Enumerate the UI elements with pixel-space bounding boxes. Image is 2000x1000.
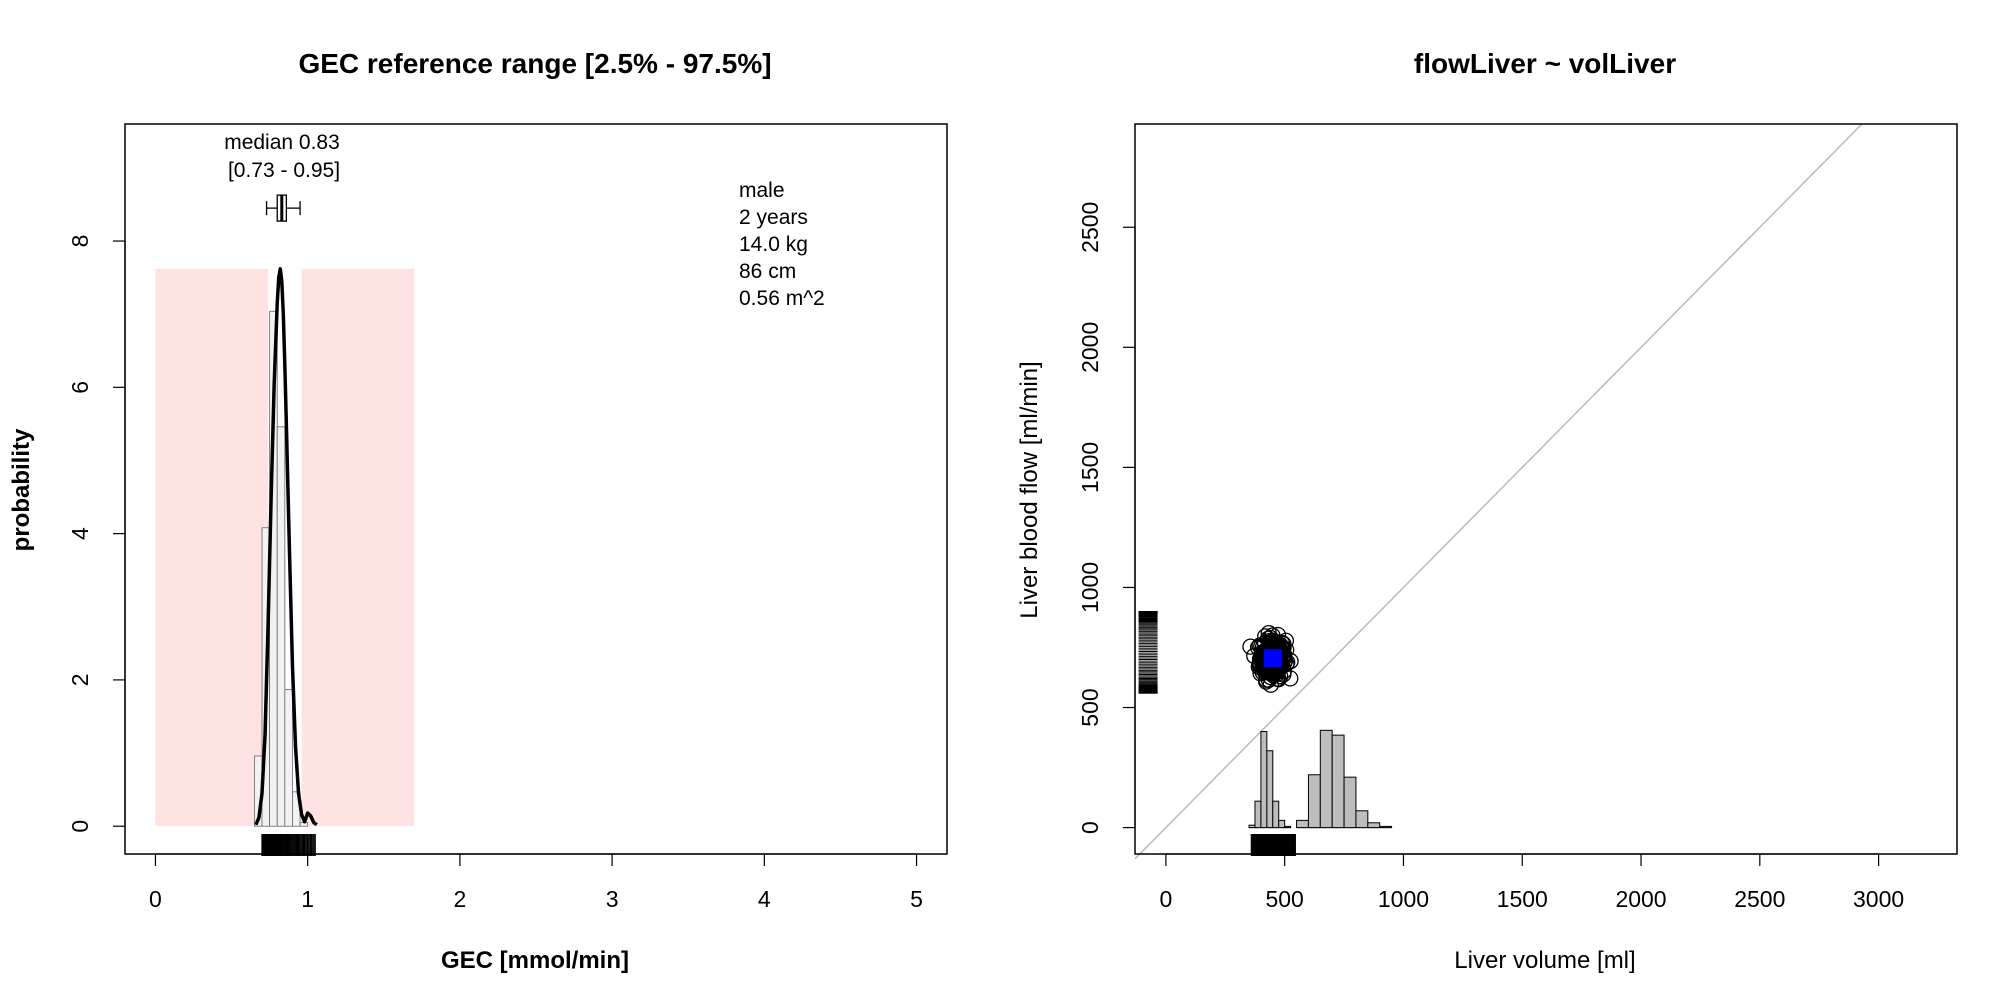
- identity-line: [1134, 123, 1863, 860]
- volume-hist-a-bar: [1266, 750, 1274, 829]
- volume-hist-b-bar: [1355, 810, 1369, 829]
- info-age: 2 years: [739, 206, 808, 229]
- reference-band-1: [301, 268, 415, 827]
- density-curve: [254, 267, 318, 827]
- scatter-points: [1242, 624, 1299, 693]
- volume-hist-a-bar: [1260, 731, 1268, 829]
- scatter-point: [1261, 632, 1279, 650]
- left-x-axis-title: GEC [mmol/min]: [441, 947, 629, 974]
- right-y-tick-label: 2000: [1077, 322, 1103, 373]
- volume-hist-b-bar: [1343, 776, 1357, 829]
- reference-band-0: [155, 268, 269, 827]
- right-x-tick-label: 1500: [1497, 886, 1548, 912]
- volume-histograms: [1248, 729, 1393, 829]
- left-y-tick-label: 2: [67, 674, 93, 687]
- highlight-point: [1263, 649, 1282, 668]
- right-x-axis: 0 500 1000 1500 2000 2500 3000: [1159, 853, 1904, 912]
- right-y-tick-label: 1000: [1077, 562, 1103, 613]
- histogram-bar: [284, 689, 293, 827]
- right-x-tick-label: 2500: [1734, 886, 1785, 912]
- histogram-bar: [276, 426, 286, 827]
- volume-hist-b-bar: [1296, 819, 1309, 829]
- right-x-tick-label: 500: [1265, 886, 1303, 912]
- volume-hist-a-bar: [1272, 800, 1280, 829]
- median-label: median 0.83: [224, 131, 340, 154]
- right-y-axis: 0 500 1000 1500 2000 2500: [1077, 202, 1136, 834]
- info-weight: 14.0 kg: [739, 233, 808, 256]
- right-y-tick-label: 500: [1077, 688, 1103, 726]
- left-y-axis: 0 2 4 6 8: [67, 235, 126, 833]
- scatter-point: [1265, 632, 1283, 649]
- volume-hist-a-bar: [1284, 825, 1292, 829]
- info-sex: male: [739, 179, 785, 202]
- identity-diagonal: [1134, 123, 1863, 860]
- left-x-tick-label: 3: [606, 886, 619, 912]
- left-x-tick-label: 1: [301, 886, 314, 912]
- left-x-tick-label: 0: [149, 886, 162, 912]
- volume-hist-a-bar: [1254, 800, 1262, 829]
- left-x-tick-label: 5: [910, 886, 923, 912]
- right-y-tick-label: 0: [1077, 821, 1103, 834]
- volume-hist-b-bar: [1367, 822, 1381, 829]
- right-y-axis-title: Liver blood flow [ml/min]: [1016, 361, 1043, 618]
- reference-range-bands: [155, 268, 415, 827]
- right-x-tick-label: 0: [1159, 886, 1172, 912]
- left-y-tick-label: 8: [67, 235, 93, 248]
- volume-hist-a-bar: [1278, 819, 1286, 829]
- density-curve-layer: [254, 267, 318, 827]
- volume-hist-b-bar: [1307, 774, 1321, 829]
- gec-boxplot: [265, 194, 301, 222]
- right-x-tick-label: 1000: [1378, 886, 1429, 912]
- right-title: flowLiver ~ volLiver: [1414, 48, 1676, 79]
- interval-label: [0.73 - 0.95]: [228, 159, 340, 182]
- volume-hist-a-bar: [1248, 824, 1256, 829]
- left-y-tick-label: 0: [67, 820, 93, 833]
- left-title: GEC reference range [2.5% - 97.5%]: [298, 48, 771, 79]
- left-y-tick-label: 4: [67, 527, 93, 540]
- volume-hist-b-bar: [1379, 825, 1393, 829]
- right-x-tick-label: 2000: [1615, 886, 1666, 912]
- right-y-tick-label: 2500: [1077, 202, 1103, 253]
- volume-hist-b-bar: [1319, 729, 1333, 829]
- left-x-tick-label: 2: [453, 886, 466, 912]
- left-y-tick-label: 6: [67, 381, 93, 394]
- left-x-axis: 0 1 2 3 4 5: [149, 853, 923, 912]
- right-x-tick-label: 3000: [1853, 886, 1904, 912]
- right-panel: flowLiver ~ volLiver 0 500 1000 1500 2000 250…: [1016, 48, 1958, 974]
- left-panel: GEC reference range [2.5% - 97.5%] 0 1 2 3 4…: [8, 48, 948, 974]
- info-height: 86 cm: [739, 260, 796, 283]
- right-x-axis-title: Liver volume [ml]: [1454, 947, 1635, 974]
- gec-rug: [261, 834, 316, 856]
- left-x-tick-label: 4: [758, 886, 771, 912]
- right-y-tick-label: 1500: [1077, 442, 1103, 493]
- info-bsa: 0.56 m^2: [739, 287, 825, 310]
- right-plot-frame: [1134, 123, 1958, 855]
- scatter-point: [1242, 638, 1259, 655]
- left-y-axis-title: probability: [8, 428, 35, 551]
- scatter-rugs: [1138, 610, 1296, 856]
- volume-hist-b-bar: [1331, 734, 1345, 829]
